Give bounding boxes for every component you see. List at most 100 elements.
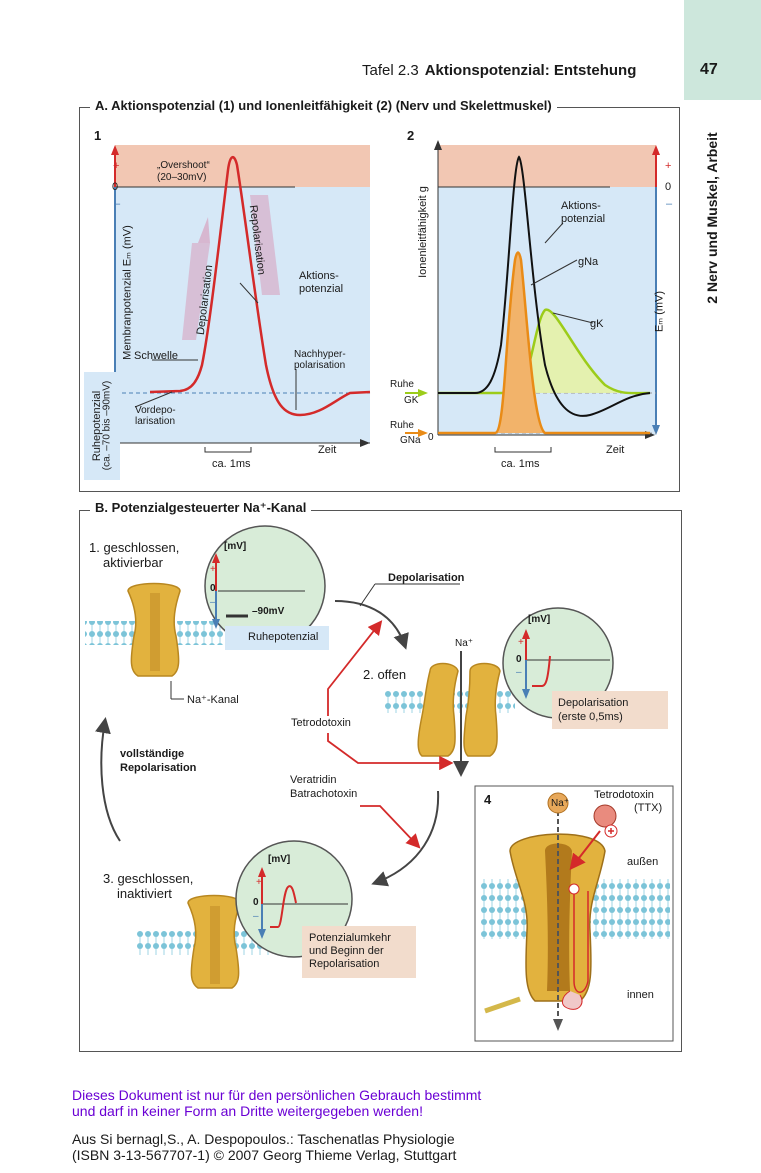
membrane-potential-axis-label: Membranpotenzial Eₘ (mV): [121, 225, 134, 360]
depolarisation-box: [552, 691, 668, 729]
depolarisation-arrow: [182, 243, 210, 340]
na-ion-label: Na⁺: [551, 798, 570, 809]
repolarisation-arrow: [250, 195, 280, 295]
potential-band: [115, 187, 370, 443]
overshoot-band: [438, 145, 656, 187]
action-potential-label-1: Aktions-: [299, 270, 339, 282]
open-channel-left: [417, 662, 459, 757]
page-number-box: [684, 0, 761, 100]
action-potential-curve: [149, 156, 371, 417]
full-repolarisation-label-2: Repolarisation: [120, 762, 197, 774]
panel-2-number: 2: [407, 128, 415, 143]
resting-potential-range: (ca. –70 bis –90mV): [101, 380, 113, 471]
resting-potential-box: [84, 372, 120, 480]
na-channel-label: Na⁺-Kanal: [187, 694, 239, 706]
gk-sub-label: GK: [404, 395, 419, 406]
afterhyperpolarisation-label-2: polarisation: [294, 360, 346, 371]
zero-label-2: 0: [516, 654, 522, 665]
time-scale-label: ca. 1ms: [501, 458, 540, 470]
channel-diagram: [85, 525, 674, 1042]
resting-potential-box: [225, 626, 329, 650]
state-1-label-a: 1. geschlossen,: [89, 540, 180, 555]
gna-label: gNa: [578, 256, 599, 268]
action-potential-curve: [438, 155, 651, 417]
overshoot-range: (20–30mV): [157, 172, 207, 183]
zero-label: 0: [112, 181, 119, 193]
mv-label-3: [mV]: [268, 854, 291, 865]
state-1-label-b: aktivierbar: [103, 555, 163, 570]
ttx-molecule: [593, 804, 617, 828]
full-repolarisation-label-1: vollständige: [120, 748, 185, 760]
open-channel-right: [463, 662, 501, 757]
arrow-1-to-2: [334, 600, 409, 650]
chapter-side-title: 2 Nerv und Muskel, Arbeit: [704, 132, 720, 304]
predepolarisation-label-1: Vordepo-: [135, 405, 176, 416]
section-a-title: A. Aktionspotenzial (1) und Ionenleitfäh…: [90, 98, 557, 113]
potential-reversal-box: [302, 926, 416, 978]
action-potential-label-2: potenzial: [299, 283, 344, 295]
threshold-label: Schwelle: [134, 350, 179, 362]
action-potential-label-2: potenzial: [561, 213, 606, 225]
panel-2-graph: [405, 140, 660, 453]
conductance-axis-label: Ionenleitfähigkeit g: [417, 186, 429, 278]
em-axis-label: Eₘ (mV): [653, 290, 666, 333]
overshoot-band: [115, 145, 370, 187]
potential-reversal-label-3: Repolarisation: [309, 958, 380, 970]
source-citation: Aus Si bernagl,S., A. Despopoulos.: Tasc…: [72, 1131, 457, 1163]
rest-gk-label: Ruhe: [390, 379, 414, 390]
tetrodotoxin-arrow-right: [327, 733, 454, 771]
zero-label-right: 0: [665, 181, 672, 193]
panel-4-number: 4: [484, 792, 492, 807]
page-title: Aktionspotenzial: Entstehung: [424, 62, 637, 79]
depolarisation-box-label-2: (erste 0,5ms): [558, 711, 623, 723]
state-2-label: 2. offen: [363, 667, 407, 682]
tetrodotoxin-label: Tetrodotoxin: [291, 717, 351, 729]
outside-label: außen: [627, 856, 659, 868]
ttx-label-2: (TTX): [634, 802, 663, 814]
arrow-3-to-1: [95, 717, 121, 842]
depolarisation-title: Depolarisation: [388, 572, 465, 584]
zero-left-label: 0: [428, 432, 434, 443]
state-3-label-b: inaktiviert: [117, 886, 172, 901]
state-3-label-a: 3. geschlossen,: [103, 871, 194, 886]
minus-sign-2: –: [516, 667, 522, 678]
predepolarisation-label-2: larisation: [135, 416, 176, 427]
na-ion: [547, 792, 569, 814]
plus-sign-2: +: [518, 637, 524, 648]
overshoot-label: „Overshoot“: [157, 160, 210, 171]
gna-curve: [438, 251, 650, 435]
rest-gna-label: Ruhe: [390, 420, 414, 431]
ttx-label-1: Tetrodotoxin: [594, 789, 654, 801]
veratridin-arrow: [360, 805, 421, 849]
afterhyperpolarisation-label-1: Nachhyper-: [294, 349, 346, 360]
gk-label: gK: [590, 318, 604, 330]
plus-sign-1: +: [210, 564, 216, 575]
section-b-frame: [79, 510, 682, 1052]
minus-sign-right: –: [666, 198, 673, 210]
potential-reversal-label-1: Potenzialumkehr: [309, 932, 391, 944]
action-potential-label-1: Aktions-: [561, 200, 601, 212]
time-axis-label: Zeit: [318, 444, 337, 456]
mv-label-2: [mV]: [528, 614, 551, 625]
minus-90mv-label: –90mV: [252, 606, 285, 617]
time-scale-label: ca. 1ms: [212, 458, 251, 470]
tetrodotoxin-arrow-up: [327, 620, 383, 716]
plus-sign-right: +: [665, 160, 672, 172]
minus-sign-1: –: [210, 597, 216, 608]
time-axis-label: Zeit: [606, 444, 625, 456]
inside-label: innen: [627, 989, 654, 1001]
potential-reversal-label-2: und Beginn der: [309, 945, 384, 957]
plus-sign: +: [113, 160, 120, 172]
gna-sub-label: GNa: [400, 435, 421, 446]
veratridin-label: Veratridin: [290, 774, 337, 786]
page-number: 47: [700, 61, 718, 78]
page-header: Tafel 2.3 Aktionspotenzial: Entstehung: [362, 62, 636, 79]
depolarisation-box-label-1: Depolarisation: [558, 697, 629, 709]
tafel-label: Tafel 2.3: [362, 62, 419, 79]
mv-label-1: [mV]: [224, 541, 247, 552]
resting-potential-label: Ruhepotenzial: [248, 631, 319, 643]
minus-sign: –: [114, 198, 121, 210]
zero-label-3: 0: [253, 897, 259, 908]
panel-1-graph: [111, 145, 371, 453]
minus-sign-3: –: [253, 911, 259, 922]
